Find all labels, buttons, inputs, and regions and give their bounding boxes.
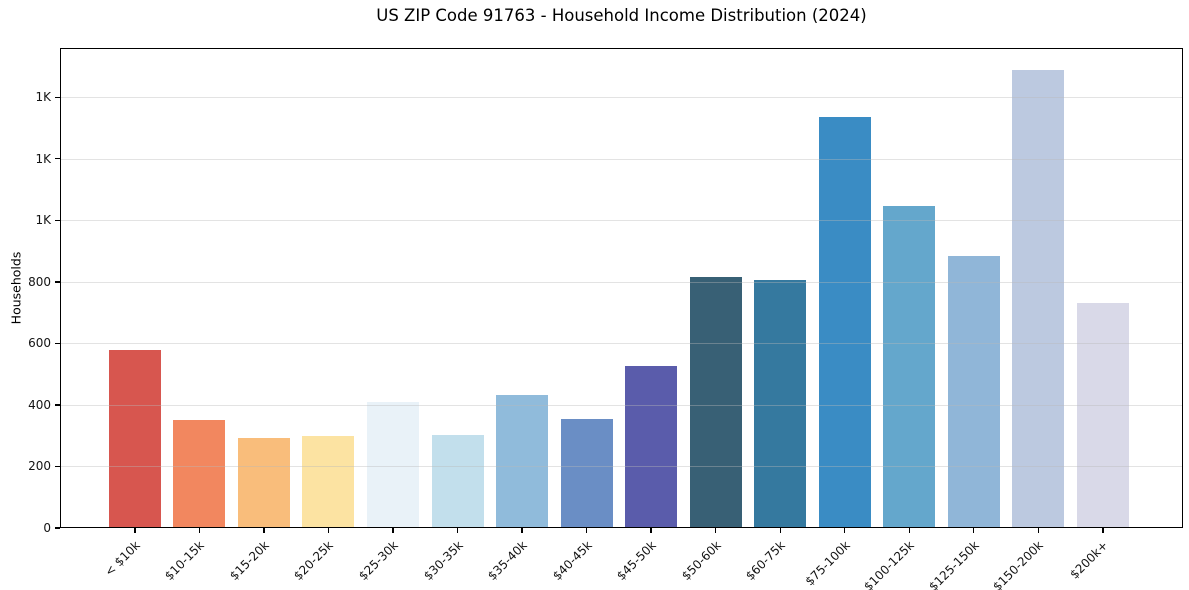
y-tick-label: 1K xyxy=(35,90,51,105)
x-tick-label-text: $30-35k xyxy=(420,538,466,583)
x-tick-mark xyxy=(521,528,523,533)
y-tick-label: 0 xyxy=(43,521,51,535)
x-tick-label-text: $50-60k xyxy=(678,538,724,583)
y-tick-label: 200 xyxy=(28,459,51,474)
y-tick-mark xyxy=(55,342,60,345)
bar-35-40k xyxy=(496,395,549,528)
x-tick-label-text: $35-40k xyxy=(484,538,530,583)
x-tick-label-text: $200k+ xyxy=(1067,538,1111,582)
x-tick-mark xyxy=(650,528,652,533)
y-tick-label: 600 xyxy=(28,336,51,351)
x-tick-mark xyxy=(1037,528,1039,533)
bar-40-45k xyxy=(560,419,613,528)
y-tick-label: 1K xyxy=(35,213,51,228)
x-tick-label-text: $150-200k xyxy=(990,538,1047,590)
x-tick-mark xyxy=(198,528,201,533)
plot-border xyxy=(60,48,1183,528)
bar-100-125k xyxy=(883,206,936,528)
bar-125-150k xyxy=(947,255,1000,528)
x-tick-label-text: $60-75k xyxy=(743,538,788,583)
y-tick-label: 1K xyxy=(35,151,51,166)
x-tick-mark xyxy=(456,528,459,533)
x-tick-mark xyxy=(844,528,846,533)
x-tick-label-text: $20-25k xyxy=(291,538,337,583)
bar-150-200k xyxy=(1012,69,1065,528)
bar-10-15k xyxy=(173,419,226,528)
y-tick-mark xyxy=(55,158,60,160)
x-tick-mark xyxy=(327,528,330,533)
bar-60-75k xyxy=(754,280,807,528)
x-tick-label-text: < $10k xyxy=(101,538,143,579)
y-tick-mark xyxy=(55,96,60,98)
bar-45-50k xyxy=(625,365,678,528)
bar-15-20k xyxy=(237,438,290,528)
x-tick-mark xyxy=(908,528,910,533)
x-tick-mark xyxy=(973,528,975,533)
bar-200k xyxy=(1076,303,1129,528)
y-tick-mark xyxy=(55,527,60,529)
y-tick-mark xyxy=(55,404,60,406)
y-tick-mark xyxy=(55,281,60,283)
chart-title: US ZIP Code 91763 - Household Income Dis… xyxy=(376,6,867,25)
x-tick-mark xyxy=(714,528,717,533)
bar-10k xyxy=(108,349,161,528)
bar-20-25k xyxy=(302,435,355,528)
bar-75-100k xyxy=(818,117,871,528)
x-tick-label-text: $125-150k xyxy=(925,538,982,590)
x-tick-mark xyxy=(134,528,136,533)
x-tick-mark xyxy=(263,528,265,533)
x-tick-label-text: $15-20k xyxy=(226,538,272,583)
y-tick-mark xyxy=(55,465,60,468)
x-tick-label-text: $75-100k xyxy=(802,538,853,589)
x-tick-mark xyxy=(585,528,588,533)
bar-30-35k xyxy=(431,435,484,528)
y-tick-label: 800 xyxy=(28,274,51,289)
x-tick-label-text: $45-50k xyxy=(614,538,659,583)
x-tick-mark xyxy=(779,528,781,533)
x-tick-label-text: $100-125k xyxy=(861,538,918,590)
x-tick-label-text: $10-15k xyxy=(162,538,208,583)
x-tick-mark xyxy=(392,528,394,533)
x-tick-label-text: $25-30k xyxy=(355,538,401,583)
x-tick-mark xyxy=(1102,528,1104,533)
bar-50-60k xyxy=(689,277,742,528)
y-tick-label: 400 xyxy=(28,397,51,412)
x-tick-label-text: $40-45k xyxy=(549,538,595,583)
y-tick-mark xyxy=(55,219,60,221)
bar-25-30k xyxy=(367,401,420,528)
